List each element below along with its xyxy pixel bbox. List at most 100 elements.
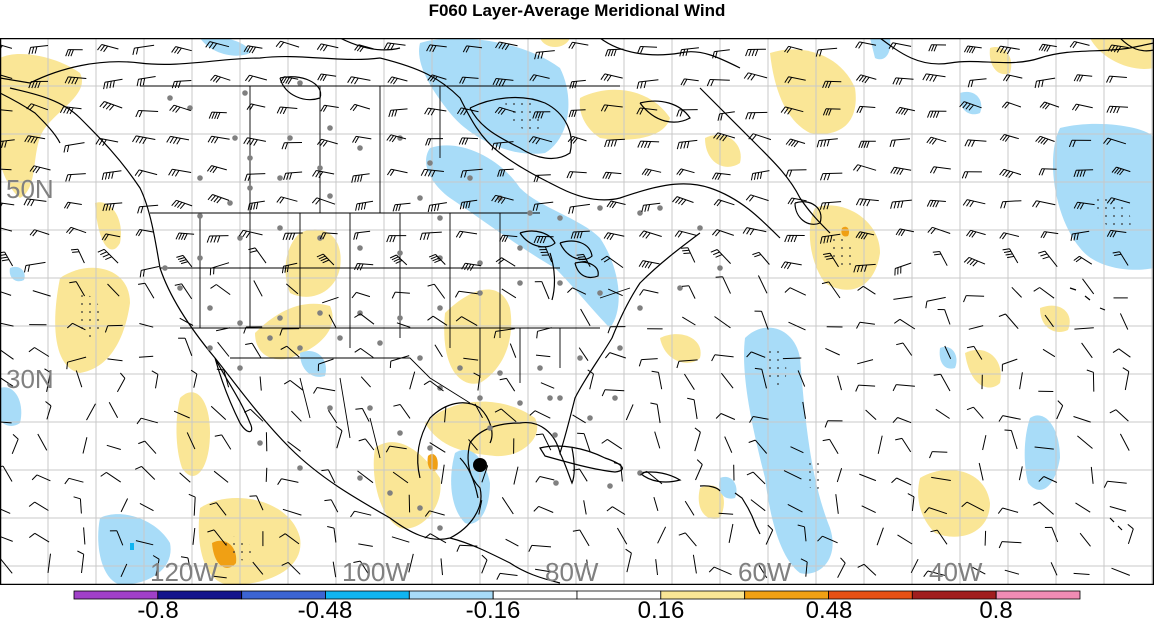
wind-barb xyxy=(166,135,190,145)
wind-barb xyxy=(28,347,50,357)
wind-barb xyxy=(784,234,805,243)
wind-barb xyxy=(601,438,623,450)
station-dot xyxy=(597,290,603,296)
station-dot xyxy=(317,310,323,316)
wind-barb xyxy=(625,404,634,421)
wind-barb xyxy=(1035,135,1055,145)
wind-barb xyxy=(109,530,124,546)
wind-barb xyxy=(188,493,196,516)
wind-barb xyxy=(320,104,339,112)
lat-label-50n: 50N xyxy=(6,174,54,204)
wind-barb xyxy=(528,136,553,145)
wind-barb xyxy=(1038,43,1057,52)
wind-barb xyxy=(823,252,839,268)
wind-barb xyxy=(134,169,158,177)
wind-barb xyxy=(392,202,411,212)
wind-barb xyxy=(355,200,374,211)
wind-barb xyxy=(259,376,262,391)
wind-barb xyxy=(419,231,442,241)
wind-barb xyxy=(853,263,876,273)
wind-barb xyxy=(820,172,843,181)
wind-barb xyxy=(354,313,375,325)
wind-barb xyxy=(327,410,338,424)
wind-barb xyxy=(176,254,193,268)
colorbar: -0.8 -0.48 -0.16 0.16 0.48 0.8 xyxy=(0,588,1154,622)
wind-barb xyxy=(349,103,371,112)
wind-barb xyxy=(171,80,192,89)
wind-barb xyxy=(1068,139,1092,148)
wind-barb xyxy=(0,168,12,171)
wind-barb xyxy=(790,446,804,454)
wind-barb xyxy=(641,168,662,177)
wind-barb xyxy=(354,263,374,271)
wind-barb xyxy=(855,231,875,240)
wind-barb xyxy=(434,344,443,358)
wind-barb xyxy=(282,508,302,516)
station-dot xyxy=(397,250,403,256)
wind-barb xyxy=(1106,197,1131,205)
station-dot xyxy=(197,175,203,181)
wind-barb xyxy=(533,235,554,244)
wind-barb xyxy=(65,49,83,57)
wind-barb xyxy=(893,296,913,300)
wind-barb xyxy=(247,200,265,211)
wind-barb xyxy=(424,510,445,517)
wind-barb xyxy=(0,44,13,50)
wind-barb xyxy=(463,357,479,361)
wind-barb xyxy=(47,553,51,573)
wind-barb xyxy=(106,444,121,450)
wind-barb xyxy=(462,45,483,53)
positive-anomaly-area xyxy=(285,229,341,297)
station-dot xyxy=(167,95,173,101)
wind-barb xyxy=(640,470,663,485)
wind-barb xyxy=(650,402,661,424)
wind-barb xyxy=(638,358,658,367)
wind-barb xyxy=(1127,524,1134,545)
wind-barb xyxy=(897,534,913,545)
map-svg: 50N 30N 120W 100W 80W 60W 40W xyxy=(0,38,1154,585)
wind-barb xyxy=(332,561,337,578)
wind-barb xyxy=(532,201,554,212)
wind-barb xyxy=(600,255,624,269)
wind-barb xyxy=(602,171,622,180)
wind-barb xyxy=(961,501,985,512)
wind-barb xyxy=(572,529,590,547)
station-dot xyxy=(637,305,643,311)
wind-barb xyxy=(600,104,623,112)
wind-barb xyxy=(758,564,768,579)
station-dot xyxy=(377,340,383,346)
wind-barb xyxy=(173,410,190,419)
positive-anomaly-area xyxy=(660,334,701,363)
wind-barb xyxy=(890,199,912,209)
wind-barb xyxy=(1107,44,1129,53)
wind-barb xyxy=(963,256,986,267)
negative-anomaly-area xyxy=(98,514,171,585)
wind-barb xyxy=(324,499,339,513)
wind-barb xyxy=(1056,400,1064,420)
wind-barb xyxy=(1002,248,1019,264)
station-dot xyxy=(557,280,563,286)
wind-barb xyxy=(1070,230,1090,241)
wind-barb xyxy=(715,413,736,420)
wind-barb xyxy=(99,101,123,111)
wind-barb xyxy=(997,507,1019,514)
wind-barb xyxy=(139,266,160,278)
wind-barb xyxy=(75,370,83,388)
station-dot xyxy=(357,245,363,251)
station-dot xyxy=(237,320,243,326)
wind-barb xyxy=(907,493,915,511)
positive-anomaly-area xyxy=(373,442,441,529)
wind-barb xyxy=(103,78,123,90)
wind-barb xyxy=(924,507,948,515)
station-dot xyxy=(187,105,193,111)
wind-barb xyxy=(351,291,371,299)
wind-barb xyxy=(890,166,912,176)
wind-barb xyxy=(694,427,701,452)
wind-barb xyxy=(857,285,876,295)
wind-barb xyxy=(580,308,591,326)
wind-barb xyxy=(695,459,703,481)
wind-barb xyxy=(281,262,298,274)
wind-barb xyxy=(636,107,658,115)
wind-barb xyxy=(420,168,444,178)
wind-barb xyxy=(64,477,84,485)
